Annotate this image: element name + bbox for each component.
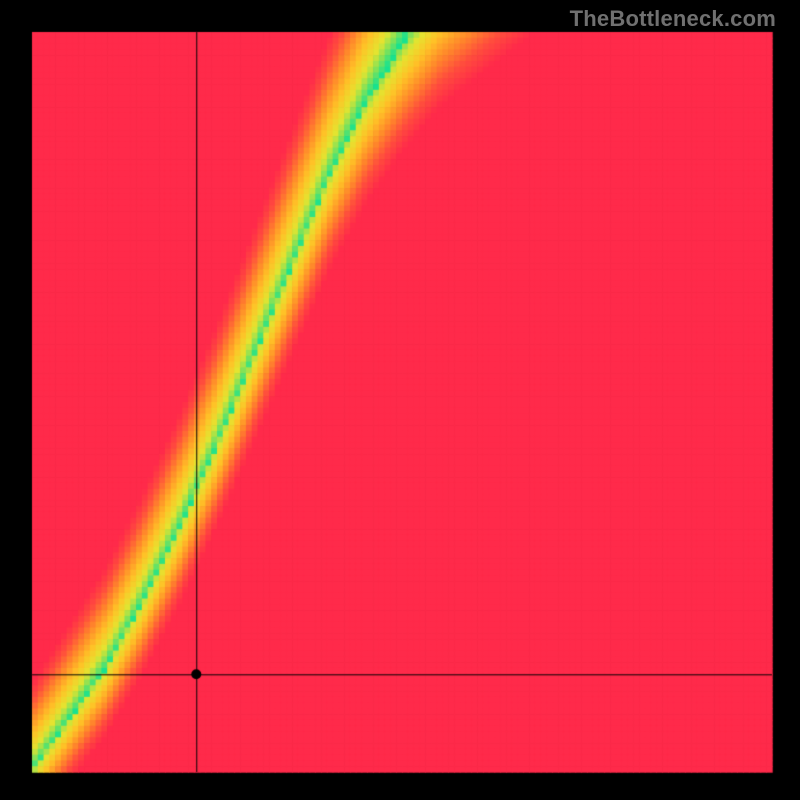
watermark-label: TheBottleneck.com	[570, 6, 776, 32]
chart-container: TheBottleneck.com	[0, 0, 800, 800]
crosshair-overlay	[0, 0, 800, 800]
